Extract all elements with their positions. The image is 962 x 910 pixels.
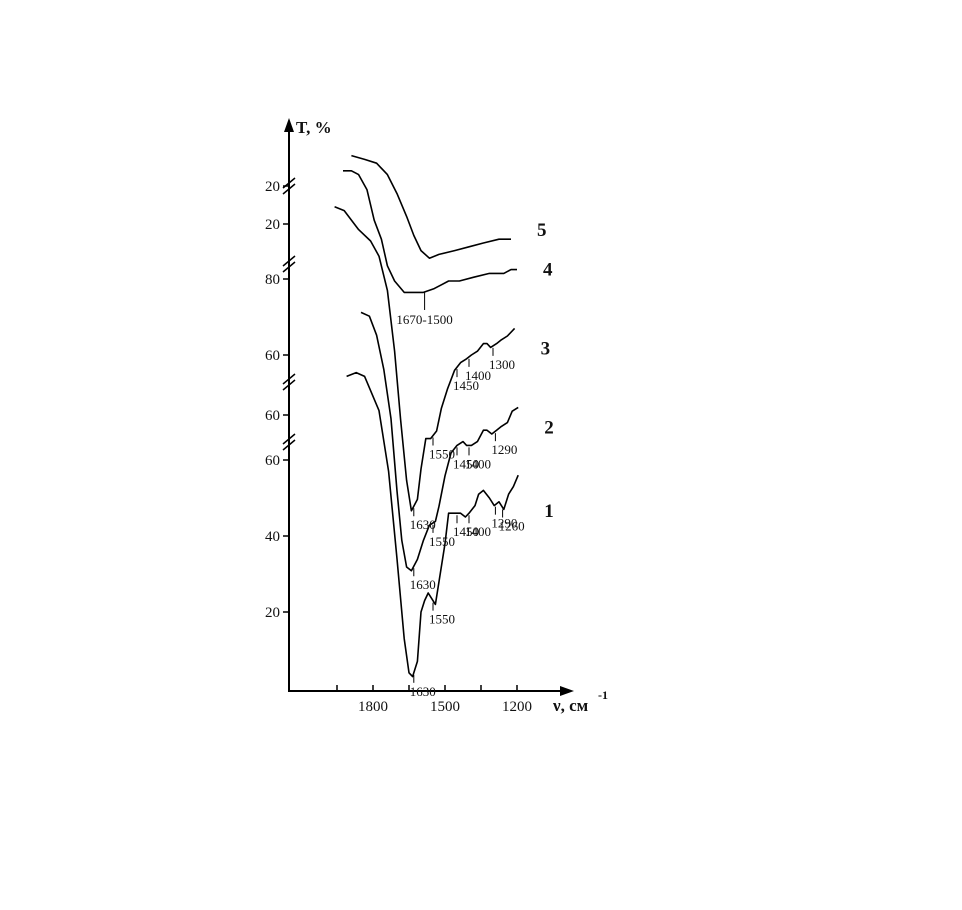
annotation-label: 1400 bbox=[465, 368, 491, 383]
axis-break bbox=[282, 255, 296, 273]
annotation-label: 1550 bbox=[429, 612, 455, 627]
x-tick-label: 1800 bbox=[358, 699, 388, 715]
y-tick-label: 60 bbox=[265, 408, 280, 424]
x-tick-label: 1500 bbox=[430, 699, 460, 715]
annotation-label: 1400 bbox=[465, 524, 491, 539]
x-axis-arrow bbox=[560, 686, 574, 696]
y-tick-label: 60 bbox=[265, 348, 280, 364]
annotation-label: 1290 bbox=[491, 442, 517, 457]
annotation-label: 1630 bbox=[410, 684, 436, 699]
curve-label: 1 bbox=[544, 501, 554, 522]
axis-break bbox=[282, 433, 296, 451]
annotation-label: 1630 bbox=[410, 517, 436, 532]
y-tick-label: 20 bbox=[265, 217, 280, 233]
annotation-label: 1450 bbox=[453, 378, 479, 393]
annotation-label: 1450 bbox=[453, 524, 479, 539]
annotation-label: 1670-1500 bbox=[396, 312, 452, 327]
x-axis-label: ν, см bbox=[552, 696, 589, 715]
y-axis-label: T, % bbox=[296, 118, 332, 137]
y-tick-label: 40 bbox=[265, 529, 280, 545]
annotation-label: 1550 bbox=[429, 534, 455, 549]
spectrum-line bbox=[343, 170, 517, 294]
annotation-label: 1400 bbox=[465, 456, 491, 471]
spectrum-line bbox=[351, 154, 511, 259]
axis-break bbox=[282, 373, 296, 391]
curve-label: 5 bbox=[537, 220, 547, 241]
spectrum-line bbox=[360, 311, 519, 572]
x-axis-label-exponent: -1 bbox=[598, 688, 608, 702]
annotation-label: 1260 bbox=[499, 519, 525, 534]
spectrum-line bbox=[346, 371, 519, 678]
spectrum-line bbox=[334, 206, 516, 512]
curve-label: 3 bbox=[541, 338, 551, 359]
annotation-label: 1450 bbox=[453, 456, 479, 471]
annotation-label: 1290 bbox=[491, 516, 517, 531]
y-tick-label: 60 bbox=[265, 453, 280, 469]
y-tick-label: 80 bbox=[265, 272, 280, 288]
y-tick-label: 20 bbox=[265, 605, 280, 621]
annotation-label: 1630 bbox=[410, 577, 436, 592]
curve-label: 2 bbox=[544, 417, 554, 438]
x-tick-label: 1200 bbox=[502, 699, 532, 715]
annotation-label: 1550 bbox=[429, 447, 455, 462]
annotation-label: 1300 bbox=[489, 357, 515, 372]
curve-label: 4 bbox=[543, 260, 553, 281]
y-axis-arrow bbox=[284, 118, 294, 132]
y-tick-label: 20 bbox=[265, 179, 280, 195]
